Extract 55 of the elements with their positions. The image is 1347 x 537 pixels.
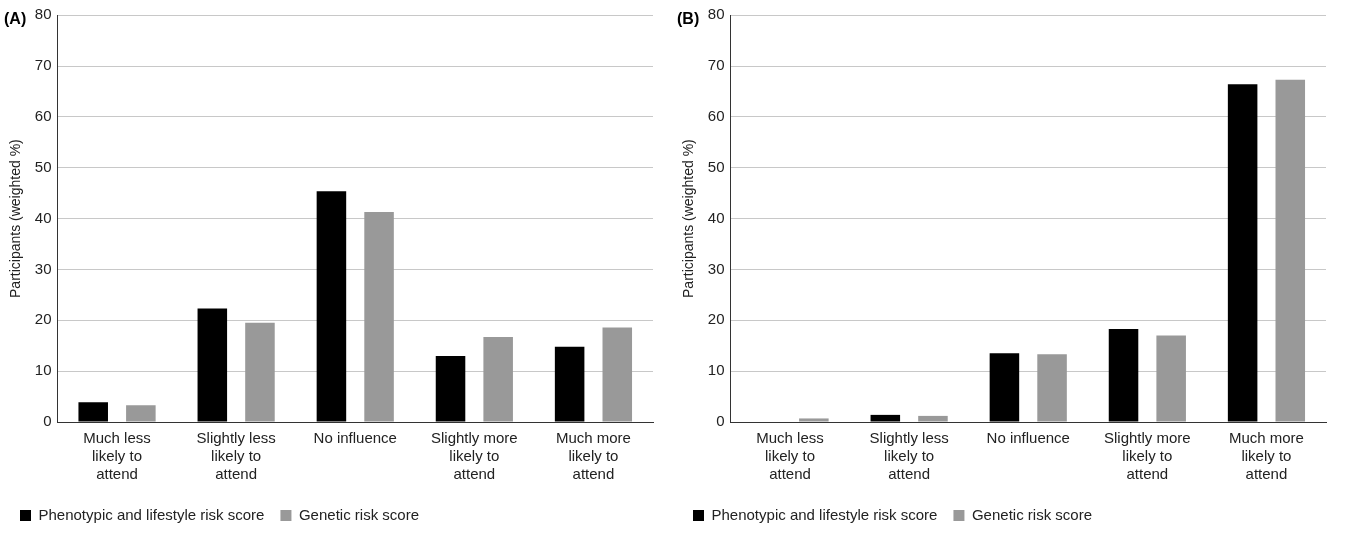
y-tick-label: 60 xyxy=(707,107,725,125)
bar xyxy=(870,414,901,422)
x-tick-label: Slightly less likely to attend xyxy=(869,429,949,483)
bar xyxy=(1037,354,1067,422)
chart-title: (B) xyxy=(677,10,700,28)
y-tick-label: 80 xyxy=(707,5,725,23)
y-tick-label: 0 xyxy=(716,412,725,430)
y-tick-label: 10 xyxy=(34,361,52,379)
x-tick-label: Much more likely to attend xyxy=(555,429,631,483)
bar xyxy=(245,322,275,422)
legend-label: Phenotypic and lifestyle risk score xyxy=(38,505,265,523)
legend-label: Genetic risk score xyxy=(298,505,419,523)
x-tick-label: Slightly more likely to attend xyxy=(430,429,518,483)
bar xyxy=(316,191,347,422)
x-tick-label: No influence xyxy=(313,429,397,447)
chart-title: (A) xyxy=(4,10,27,28)
y-tick-label: 40 xyxy=(34,208,52,226)
bar xyxy=(1227,84,1258,422)
y-tick-label: 0 xyxy=(43,412,52,430)
y-tick-label: 20 xyxy=(707,310,725,328)
bar xyxy=(799,418,829,422)
y-tick-label: 70 xyxy=(707,56,725,74)
y-tick-label: 50 xyxy=(707,157,725,175)
bar xyxy=(435,355,466,422)
x-tick-label: Much less likely to attend xyxy=(83,429,151,483)
bar xyxy=(197,308,228,422)
bar xyxy=(989,353,1020,422)
y-tick-label: 10 xyxy=(707,361,725,379)
y-tick-label: 30 xyxy=(707,259,725,277)
bar xyxy=(1156,335,1186,422)
bar xyxy=(364,211,394,422)
y-tick-label: 60 xyxy=(34,107,52,125)
x-tick-label: No influence xyxy=(986,429,1070,447)
y-tick-label: 30 xyxy=(34,259,52,277)
bar xyxy=(78,402,108,422)
bar xyxy=(1108,328,1139,422)
y-axis-title: Participants (weighted %) xyxy=(680,139,697,298)
y-tick-label: 20 xyxy=(34,310,52,328)
bar xyxy=(1275,79,1306,422)
bar xyxy=(602,327,633,422)
y-tick-label: 50 xyxy=(34,157,52,175)
y-tick-label: 80 xyxy=(34,5,52,23)
y-tick-label: 40 xyxy=(707,208,725,226)
y-axis-title: Participants (weighted %) xyxy=(7,139,24,298)
bar xyxy=(126,405,156,422)
x-tick-label: Much less likely to attend xyxy=(756,429,824,483)
y-tick-label: 70 xyxy=(34,56,52,74)
bar xyxy=(483,337,513,422)
legend-label: Genetic risk score xyxy=(971,505,1092,523)
x-tick-label: Much more likely to attend xyxy=(1228,429,1304,483)
legend-label: Phenotypic and lifestyle risk score xyxy=(711,505,938,523)
x-tick-label: Slightly more likely to attend xyxy=(1103,429,1191,483)
bar xyxy=(918,415,948,422)
bar xyxy=(554,346,585,422)
x-tick-label: Slightly less likely to attend xyxy=(196,429,276,483)
